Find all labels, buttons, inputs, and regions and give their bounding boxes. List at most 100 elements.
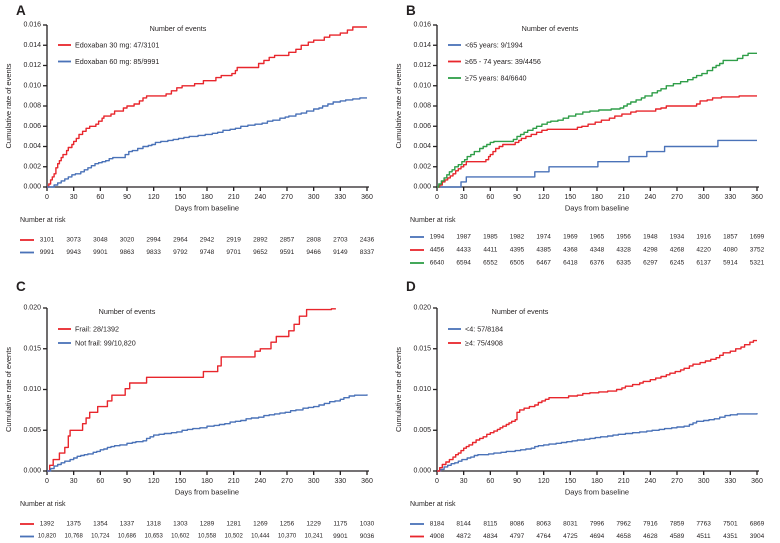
legend: Number of events Frail: 28/1392 Not frail:… bbox=[58, 307, 156, 348]
y-tick-label: 0.012 bbox=[23, 62, 41, 69]
y-tick-label: 0.016 bbox=[23, 22, 41, 29]
series-group bbox=[47, 26, 367, 188]
risk-value: 8086 bbox=[510, 521, 525, 528]
risk-value: 1030 bbox=[360, 521, 375, 528]
x-tick-label: 300 bbox=[698, 478, 710, 485]
x-tick-label: 360 bbox=[751, 194, 763, 201]
series-line-75-and-over bbox=[437, 52, 757, 188]
number-at-risk: Number at risk 8184 8144 8115 8086 8063 8031 79… bbox=[410, 501, 765, 540]
risk-value: 1375 bbox=[66, 521, 81, 528]
risk-value: 9991 bbox=[40, 249, 55, 256]
risk-value: 1994 bbox=[430, 234, 445, 241]
series-line-edoxaban-30mg bbox=[47, 26, 367, 188]
legend-label-4-and-over: ≥4: 75/4908 bbox=[465, 339, 503, 348]
risk-value: 10,444 bbox=[251, 534, 270, 540]
risk-value: 4348 bbox=[590, 247, 605, 254]
series-group bbox=[437, 339, 758, 472]
x-tick-label: 0 bbox=[435, 194, 439, 201]
x-tick-label: 270 bbox=[281, 194, 293, 201]
number-at-risk: Number at risk 3101 3073 3048 3020 2994 2964 29… bbox=[20, 217, 375, 256]
risk-value: 1948 bbox=[643, 234, 658, 241]
risk-value: 1175 bbox=[333, 521, 347, 528]
x-tick-label: 150 bbox=[174, 478, 186, 485]
x-tick-label: 180 bbox=[201, 194, 213, 201]
x-tick-label: 300 bbox=[698, 194, 710, 201]
risk-value: 10,370 bbox=[278, 534, 297, 540]
x-tick-label: 180 bbox=[591, 478, 603, 485]
y-tick-label: 0.005 bbox=[23, 427, 41, 434]
x-tick-label: 360 bbox=[361, 194, 373, 201]
risk-value: 1269 bbox=[253, 521, 268, 528]
risk-value: 1969 bbox=[563, 234, 578, 241]
x-tick-label: 300 bbox=[308, 478, 320, 485]
risk-value: 9591 bbox=[280, 249, 295, 256]
risk-value: 9833 bbox=[146, 249, 161, 256]
tick-labels: 0.000 0.002 0.004 0.006 0.008 0.010 0.012 0.014… bbox=[23, 22, 372, 202]
risk-value: 9036 bbox=[360, 533, 375, 540]
risk-value: 1956 bbox=[616, 234, 631, 241]
y-tick-label: 0.010 bbox=[23, 386, 41, 393]
risk-value: 3048 bbox=[93, 237, 108, 244]
risk-value: 6376 bbox=[590, 260, 605, 267]
panel-letter-a: A bbox=[16, 3, 26, 18]
y-tick-label: 0.010 bbox=[413, 82, 431, 89]
x-tick-label: 300 bbox=[308, 194, 320, 201]
risk-value: 4658 bbox=[616, 533, 631, 540]
series-line-under-4 bbox=[437, 413, 758, 472]
risk-value: 2857 bbox=[280, 237, 295, 244]
risk-value: 7501 bbox=[723, 521, 738, 528]
risk-value: 9901 bbox=[333, 533, 348, 540]
x-tick-label: 120 bbox=[538, 478, 550, 485]
legend: Number of events <65 years: 9/1994 ≥65 - 7… bbox=[448, 24, 579, 83]
risk-value: 6335 bbox=[616, 260, 631, 267]
panel-letter-b: B bbox=[406, 3, 416, 18]
risk-value: 1318 bbox=[146, 521, 161, 528]
y-tick-label: 0.015 bbox=[23, 345, 41, 352]
risk-value: 8031 bbox=[563, 521, 578, 528]
risk-value: 6418 bbox=[563, 260, 578, 267]
risk-value: 10,686 bbox=[118, 534, 137, 540]
risk-value: 6594 bbox=[456, 260, 471, 267]
x-tick-label: 210 bbox=[618, 478, 630, 485]
risk-value: 4764 bbox=[536, 533, 551, 540]
risk-value: 6245 bbox=[670, 260, 685, 267]
x-tick-label: 240 bbox=[644, 478, 656, 485]
x-tick-label: 60 bbox=[486, 478, 494, 485]
x-tick-label: 270 bbox=[671, 478, 683, 485]
risk-value: 1281 bbox=[226, 521, 241, 528]
y-tick-label: 0.012 bbox=[413, 62, 431, 69]
x-tick-label: 0 bbox=[45, 478, 49, 485]
x-tick-label: 120 bbox=[148, 194, 160, 201]
risk-value: 9792 bbox=[173, 249, 188, 256]
risk-value: 6640 bbox=[430, 260, 445, 267]
risk-value: 1965 bbox=[590, 234, 605, 241]
x-tick-label: 90 bbox=[513, 194, 521, 201]
x-tick-label: 210 bbox=[618, 194, 630, 201]
series-line-65-to-74 bbox=[437, 95, 757, 188]
x-tick-label: 330 bbox=[334, 478, 346, 485]
y-tick-label: 0.000 bbox=[23, 184, 41, 191]
risk-value: 1974 bbox=[536, 234, 551, 241]
number-at-risk: Number at risk 1392 1375 1354 1337 1318 1303 12… bbox=[20, 501, 375, 540]
risk-value: 4395 bbox=[510, 247, 525, 254]
x-tick-label: 60 bbox=[96, 478, 104, 485]
risk-value: 4298 bbox=[643, 247, 658, 254]
legend-label-65-to-74: ≥65 - 74 years: 39/4456 bbox=[465, 57, 541, 66]
risk-value: 4368 bbox=[563, 247, 578, 254]
risk-value: 1699 bbox=[750, 234, 765, 241]
risk-value: 2808 bbox=[306, 237, 321, 244]
x-axis-label: Days from baseline bbox=[565, 204, 629, 213]
risk-value: 4411 bbox=[483, 247, 497, 254]
legend-label-under-65: <65 years: 9/1994 bbox=[465, 41, 523, 50]
x-tick-label: 30 bbox=[70, 478, 78, 485]
legend-label-under-4: <4: 57/8184 bbox=[465, 325, 503, 334]
y-tick-label: 0.016 bbox=[413, 22, 431, 29]
series-group bbox=[437, 52, 757, 188]
x-tick-label: 270 bbox=[671, 194, 683, 201]
risk-value: 1857 bbox=[723, 234, 738, 241]
risk-value: 2892 bbox=[253, 237, 268, 244]
legend-label-not-frail: Not frail: 99/10,820 bbox=[75, 339, 136, 348]
legend-label-frail: Frail: 28/1392 bbox=[75, 325, 119, 334]
risk-value: 9466 bbox=[306, 249, 321, 256]
